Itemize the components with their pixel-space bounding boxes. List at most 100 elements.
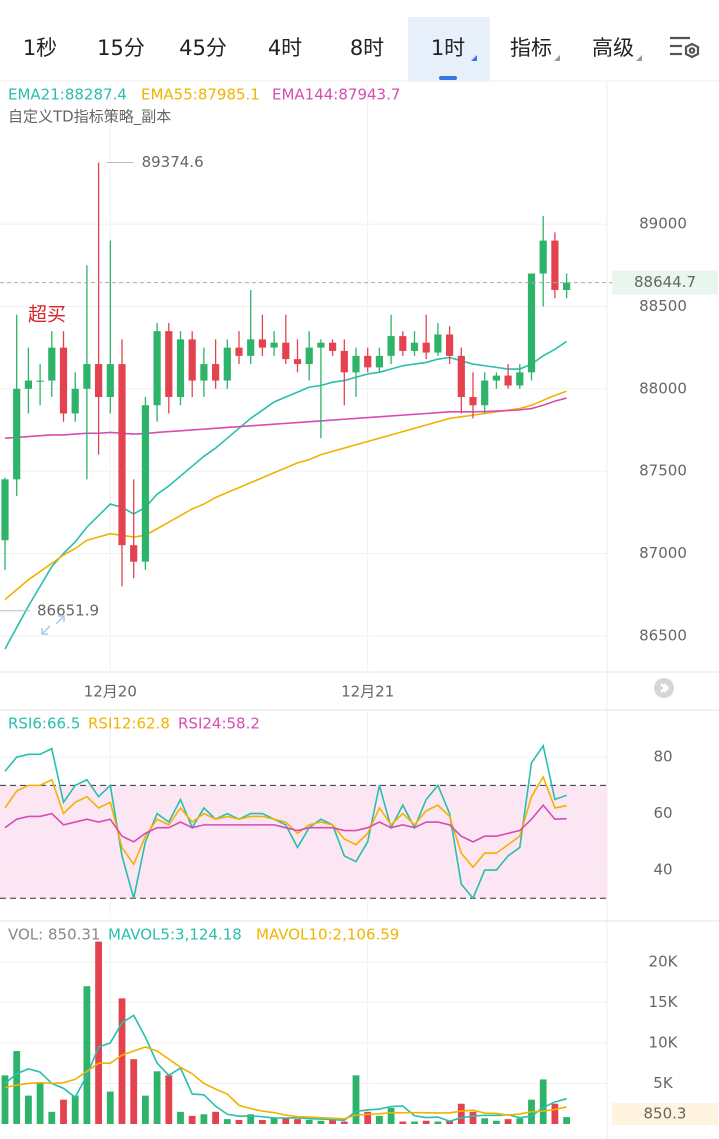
volume-bar — [25, 1095, 32, 1124]
tab[interactable]: 指标 — [510, 36, 552, 60]
candle-body — [13, 388, 21, 480]
indicator-line — [4, 340, 568, 650]
volume-bar — [539, 1079, 547, 1124]
min-label: 86651.9 — [37, 601, 99, 619]
indicator-line — [4, 743, 567, 900]
volume-bar — [142, 1095, 149, 1124]
candle-body — [422, 342, 430, 353]
tab[interactable]: 1秒 — [23, 36, 57, 60]
tab[interactable]: 15分 — [97, 36, 145, 60]
volume-bar — [118, 998, 126, 1124]
candle-body — [469, 397, 477, 406]
candle-body — [492, 375, 500, 381]
active-tab-bg — [408, 17, 490, 81]
volume-bar — [153, 1071, 161, 1124]
legend-entry: EMA55:87985.1 — [141, 86, 260, 104]
volume-bar — [60, 1099, 67, 1124]
candle-body — [130, 545, 138, 562]
volume-bar — [130, 1059, 138, 1124]
legend-entry: MAVOL10:2,106.59 — [256, 926, 399, 944]
grid — [0, 85, 607, 1124]
tab[interactable]: 45分 — [179, 36, 227, 60]
candle-body — [223, 347, 231, 381]
volume-bar — [200, 1114, 208, 1124]
candle-body — [258, 339, 266, 348]
volume-bar — [48, 1111, 56, 1124]
current-volume-label: 850.3 — [644, 1105, 687, 1123]
volume-bar — [13, 1051, 21, 1124]
candle-body — [375, 355, 383, 368]
candle-body — [293, 359, 302, 365]
tab[interactable]: 1时 — [431, 36, 465, 60]
candle-body — [188, 339, 196, 381]
legend-entry: EMA144:87943.7 — [272, 86, 400, 104]
dropdown-caret — [636, 55, 642, 61]
candle-body — [48, 347, 56, 381]
candle-body — [24, 380, 32, 389]
x-tick-label: 12月20 — [84, 683, 137, 701]
candle-body — [270, 342, 278, 348]
volume-bar — [563, 1117, 570, 1124]
settings-icon[interactable] — [670, 36, 700, 59]
candle-body — [539, 240, 547, 274]
max-label: 89374.6 — [142, 153, 204, 171]
y-tick-label: 15K — [649, 993, 679, 1011]
candle-body — [106, 364, 114, 398]
volume-bar — [376, 1115, 383, 1124]
dropdown-caret — [471, 55, 477, 61]
volume-bar — [223, 1119, 231, 1124]
candle-body — [282, 342, 290, 360]
volume-bar — [282, 1118, 290, 1124]
volume-bar — [516, 1118, 524, 1124]
candle-body — [305, 347, 313, 365]
volume-bar — [235, 1119, 243, 1124]
candle-body — [165, 331, 173, 398]
volume-bar — [71, 1095, 79, 1124]
volume-bar — [177, 1111, 184, 1124]
volume-bar — [352, 1075, 360, 1124]
volume-bar — [411, 1121, 418, 1124]
volume-bar — [457, 1103, 465, 1124]
candle-body — [329, 342, 337, 351]
y-tick-label: 80 — [653, 748, 672, 766]
timeframe-bar: 1秒 15分 45分 4时 8时 1时 指标 高级 — [23, 17, 642, 81]
last-price-box — [612, 270, 718, 295]
candle-body — [95, 364, 103, 398]
volume-bar — [83, 986, 91, 1124]
volume-bar — [165, 1075, 173, 1124]
legend-entry: VOL: 850.31 — [8, 926, 100, 944]
volume-bar — [305, 1119, 313, 1124]
candle-body — [504, 375, 512, 386]
volume-bar — [188, 1115, 196, 1124]
expand-icon[interactable] — [41, 615, 65, 635]
volume-bar — [387, 1107, 395, 1124]
candle-body — [446, 334, 454, 356]
candle-body — [200, 364, 208, 381]
tab[interactable]: 8时 — [350, 36, 384, 60]
volume-bar — [504, 1119, 512, 1124]
y-tick-label: 5K — [653, 1074, 674, 1092]
candle-body — [247, 339, 255, 356]
volume-bar — [294, 1119, 301, 1124]
indicator-line — [4, 803, 567, 843]
tab[interactable]: 4时 — [268, 36, 302, 60]
dropdown-caret — [554, 55, 560, 61]
candle-body — [141, 405, 149, 562]
current-volume-box — [612, 1103, 718, 1125]
candle-body — [410, 342, 419, 351]
x-tick-label: 12月21 — [341, 683, 394, 701]
volume-bar — [259, 1119, 266, 1124]
legend-entry: MAVOL5:3,124.18 — [108, 926, 242, 944]
candle-body — [481, 380, 489, 406]
volume-bar — [106, 1091, 114, 1124]
volume-bar — [36, 1083, 44, 1124]
volume-bar — [469, 1111, 477, 1124]
collapse-icon[interactable] — [654, 678, 674, 698]
candle-body — [212, 364, 220, 381]
candle-body — [340, 350, 348, 373]
tab[interactable]: 高级 — [592, 36, 634, 60]
y-tick-label: 89000 — [639, 215, 687, 233]
candle-body — [399, 336, 407, 351]
candle-body — [457, 355, 465, 398]
candle-body — [176, 339, 185, 398]
